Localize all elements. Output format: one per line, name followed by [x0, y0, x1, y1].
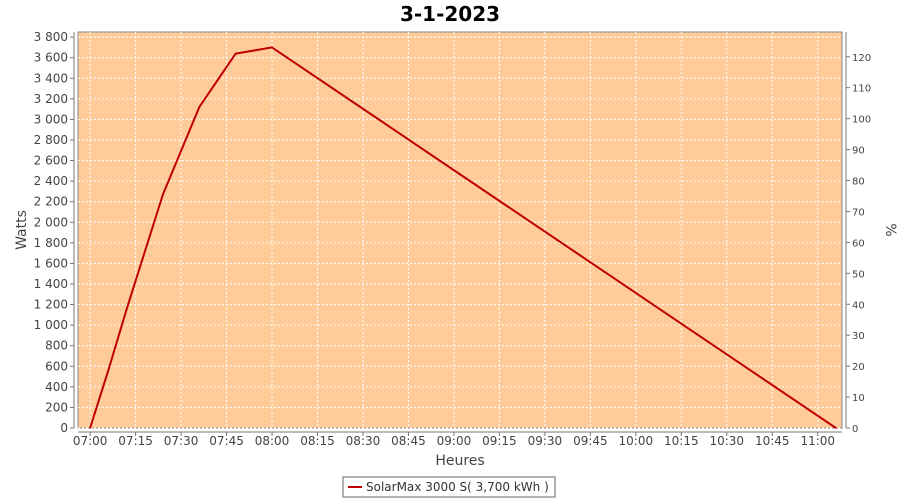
data-point: [107, 369, 110, 372]
y2-tick-label: 60: [852, 238, 865, 249]
x-tick-label: 09:00: [437, 434, 472, 448]
y-tick-label: 3 400: [34, 71, 68, 85]
x-tick-label: 10:45: [755, 434, 790, 448]
x-tick-label: 10:15: [664, 434, 699, 448]
y-tick-label: 1 000: [34, 318, 68, 332]
y2-axis-label: %: [882, 223, 898, 236]
x-tick-label: 09:45: [573, 434, 608, 448]
left-axis: 0 200 400 600 800 1 000 1 200 1 400 1 600 1 800 2 …: [34, 30, 75, 435]
grid: [78, 32, 842, 429]
series-layer: [89, 46, 837, 429]
right-axis: 0 10 20 30 40 50 60 70 80 90 100 110 120: [845, 32, 871, 435]
y-tick-label: 2 800: [34, 133, 68, 147]
y-tick-label: 800: [45, 339, 68, 353]
y-tick-label: 2 000: [34, 215, 68, 229]
y-tick-label: 1 200: [34, 298, 68, 312]
data-point: [234, 52, 237, 55]
y-tick-label: 600: [45, 359, 68, 373]
x-tick-label: 08:00: [255, 434, 290, 448]
y-tick-label: 400: [45, 380, 68, 394]
y2-tick-label: 10: [852, 393, 865, 404]
y2-tick-label: 50: [852, 269, 865, 280]
data-point: [198, 106, 201, 108]
x-tick-label: 07:00: [73, 434, 108, 448]
y2-tick-label: 110: [852, 84, 871, 95]
data-point: [271, 46, 273, 49]
plot-area: [77, 31, 843, 429]
y2-tick-label: 0: [852, 424, 858, 435]
x-tick-label: 09:15: [482, 434, 517, 448]
x-tick-label: 10:00: [619, 434, 654, 448]
y-tick-label: 0: [60, 421, 68, 435]
y-tick-label: 2 400: [34, 174, 68, 188]
x-tick-label: 09:30: [528, 434, 563, 448]
y-axis-label: Watts: [14, 210, 30, 250]
data-point: [89, 427, 91, 429]
data-point: [835, 427, 837, 429]
x-tick-label: 07:30: [164, 434, 199, 448]
legend-box: [342, 476, 556, 498]
y2-tick-label: 70: [852, 207, 865, 218]
y-tick-label: 1 600: [34, 256, 68, 270]
x-tick-label: 08:45: [391, 434, 426, 448]
bottom-axis: 07:00 07:15 07:30 07:45 08:00 08:15 08:30 08:45…: [73, 431, 842, 448]
x-tick-label: 07:45: [209, 434, 244, 448]
data-point: [162, 193, 164, 196]
chart-title: 3-1-2023: [400, 2, 500, 26]
legend-label: SolarMax 3000 S( 3,700 kWh ): [366, 480, 549, 494]
x-tick-label: 07:15: [118, 434, 153, 448]
x-tick-label: 08:30: [346, 434, 381, 448]
y-tick-label: 2 600: [34, 154, 68, 168]
y-tick-label: 3 600: [34, 51, 68, 65]
y-tick-label: 2 200: [34, 195, 68, 209]
y2-tick-label: 30: [852, 331, 865, 342]
y2-tick-label: 80: [852, 177, 865, 188]
y2-tick-label: 120: [852, 53, 871, 64]
y-tick-label: 200: [45, 400, 68, 414]
y2-tick-label: 40: [852, 300, 865, 311]
y2-tick-label: 20: [852, 362, 865, 373]
x-tick-label: 11:00: [800, 434, 835, 448]
x-tick-label: 10:30: [709, 434, 744, 448]
y2-tick-label: 90: [852, 146, 865, 157]
y-tick-label: 3 200: [34, 92, 68, 106]
x-axis-label: Heures: [435, 453, 484, 469]
y-tick-label: 3 000: [34, 112, 68, 126]
legend: SolarMax 3000 S( 3,700 kWh ): [342, 476, 556, 498]
y-tick-label: 1 800: [34, 236, 68, 250]
y2-tick-label: 100: [852, 115, 871, 126]
y-tick-label: 3 800: [34, 30, 68, 44]
series-line: [89, 46, 837, 429]
y-tick-label: 1 400: [34, 277, 68, 291]
x-tick-label: 08:15: [300, 434, 335, 448]
data-point: [125, 308, 128, 311]
